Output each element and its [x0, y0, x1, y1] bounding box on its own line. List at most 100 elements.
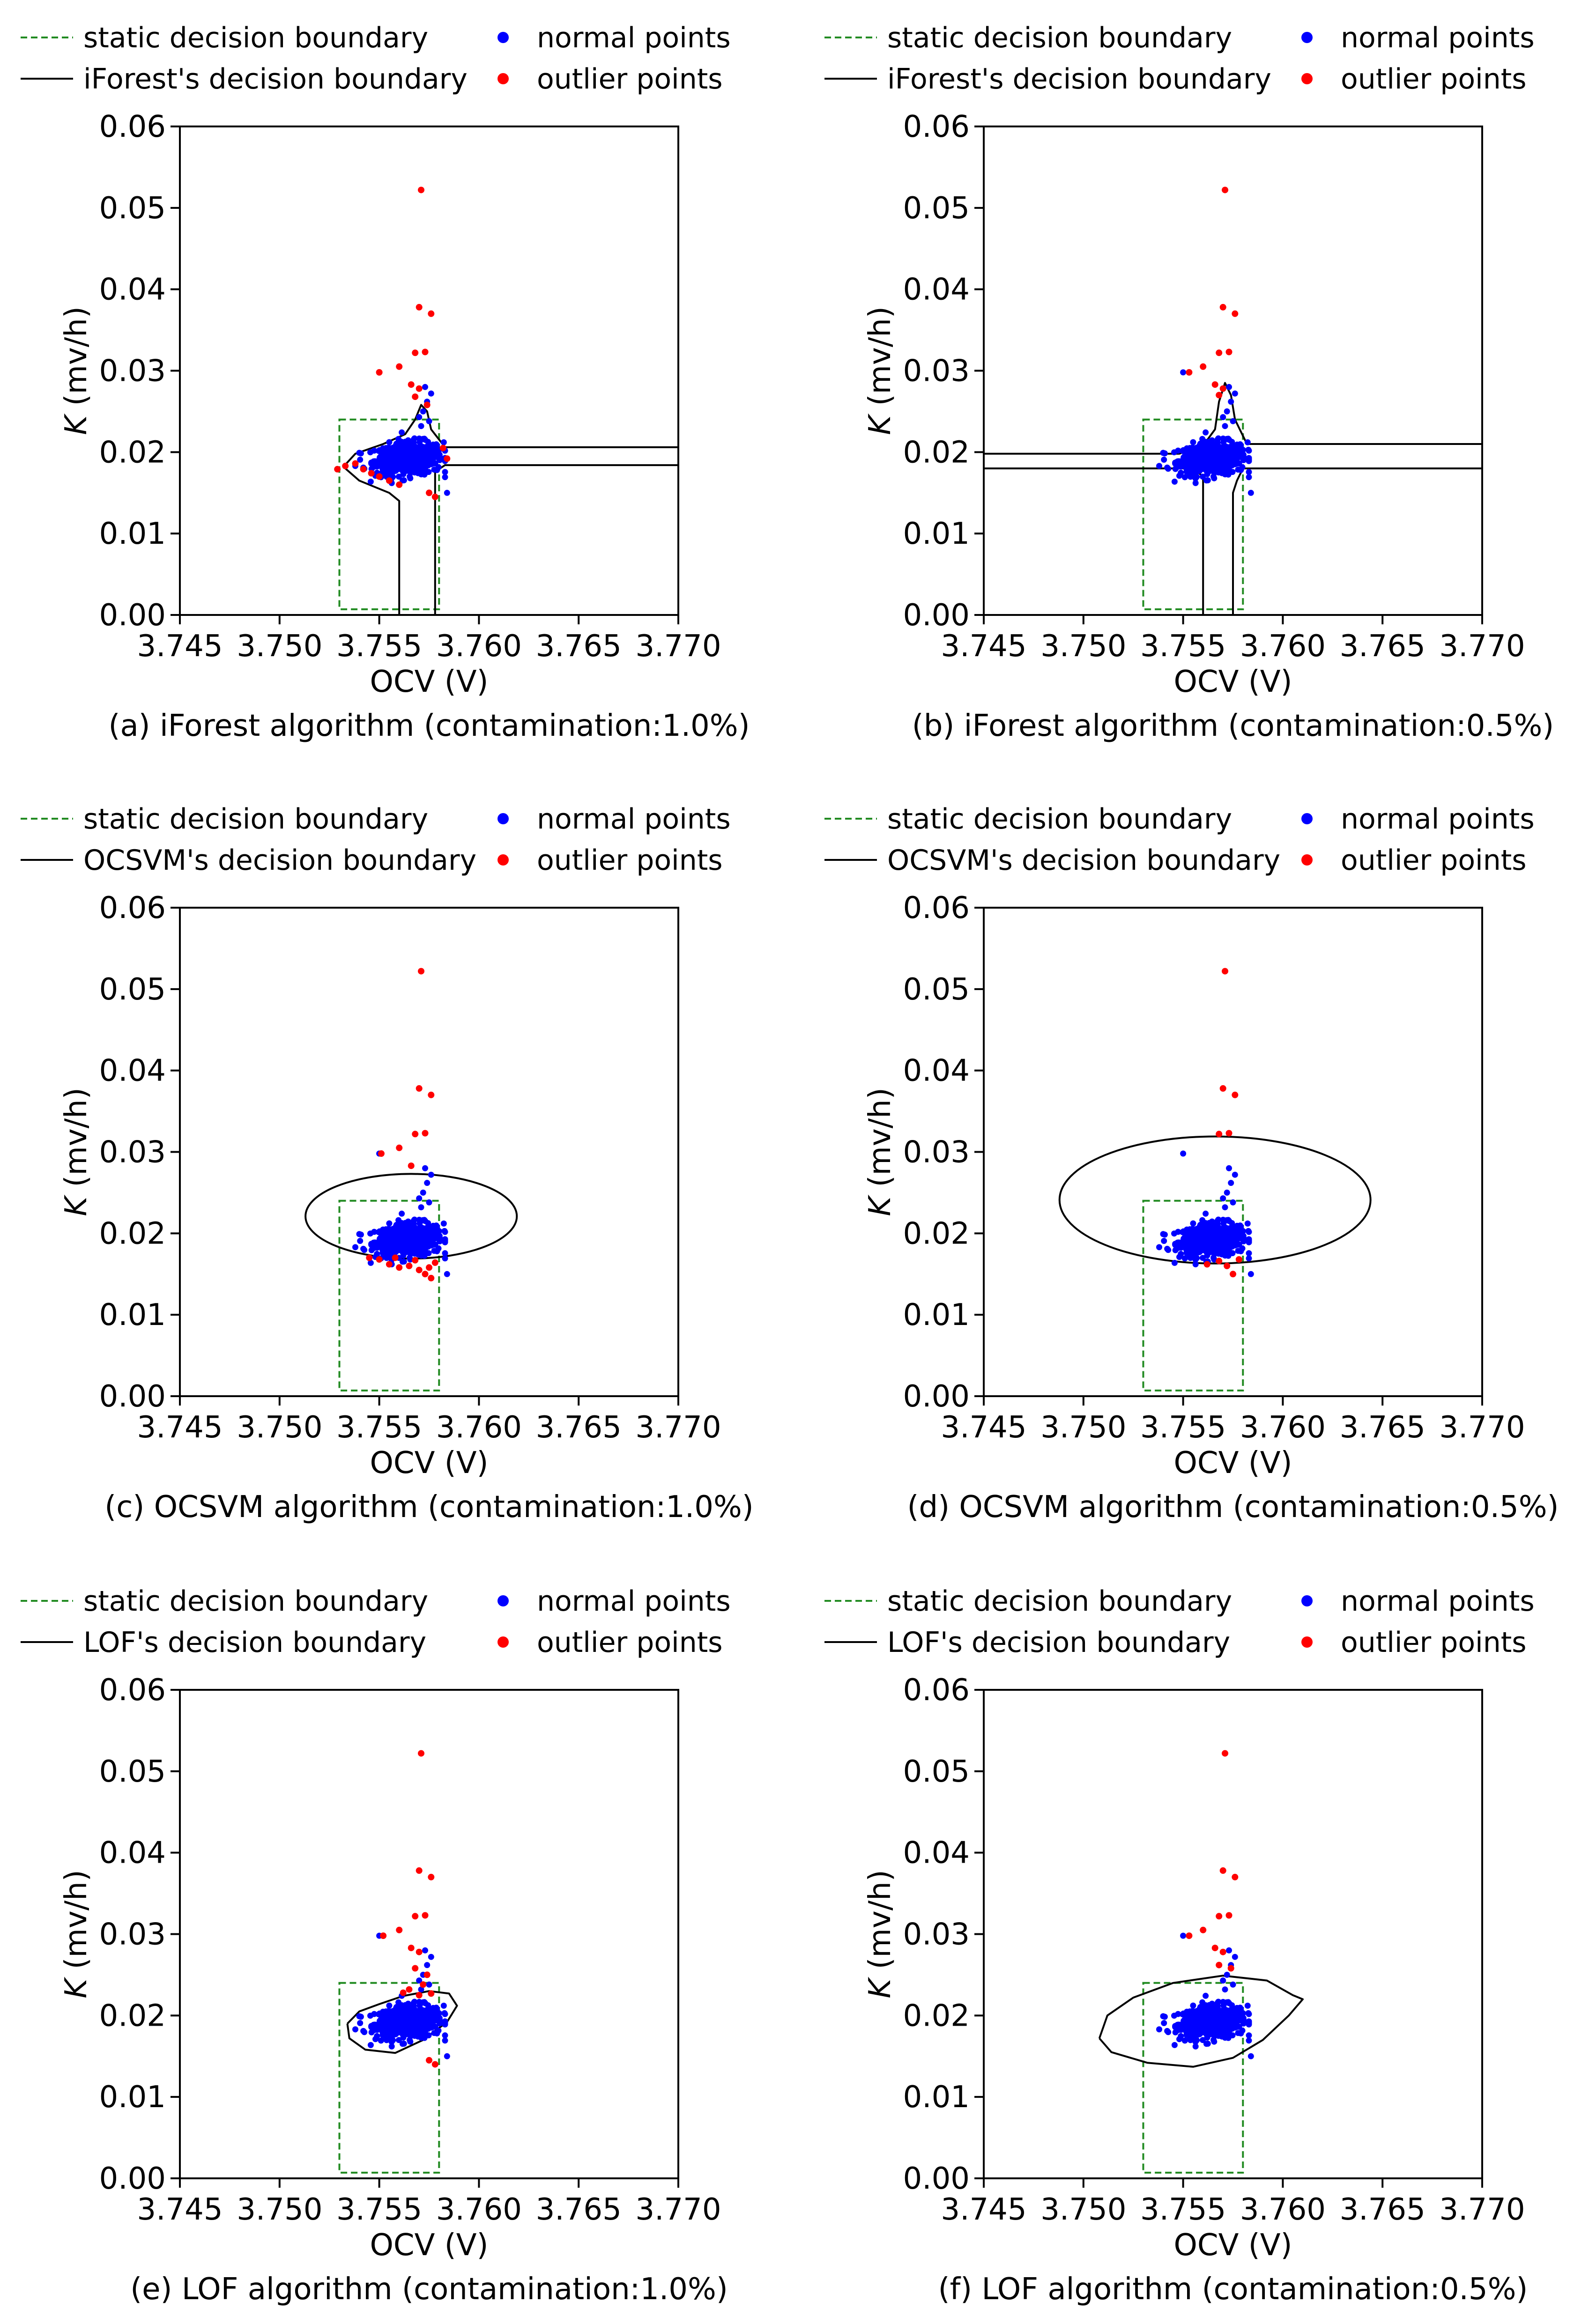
model-decision-boundary — [1058, 1135, 1372, 1265]
normal-point — [1226, 2033, 1233, 2039]
outlier-point — [418, 968, 424, 975]
panel-caption: (d) OCSVM algorithm (contamination:0.5%) — [907, 1490, 1559, 1525]
normal-point — [394, 1232, 400, 1238]
normal-point — [1220, 1216, 1226, 1223]
normal-point — [1187, 1255, 1194, 1261]
normal-point — [368, 460, 375, 467]
normal-point — [1203, 477, 1210, 484]
x-tick-label: 3.750 — [237, 1410, 322, 1445]
normal-point — [1202, 1220, 1209, 1226]
normal-point — [426, 418, 432, 424]
x-tick-label: 3.765 — [1340, 1410, 1426, 1445]
normal-point — [1246, 2011, 1252, 2017]
y-tick-label: 0.05 — [903, 191, 970, 226]
outlier-point — [378, 1150, 385, 1157]
normal-point — [1211, 475, 1218, 481]
normal-point — [1171, 2042, 1178, 2048]
outlier-point — [428, 1091, 435, 1098]
normal-point — [382, 1249, 388, 1255]
y-tick-label: 0.01 — [99, 517, 166, 551]
normal-point — [423, 2012, 429, 2018]
x-tick-label: 3.770 — [635, 2192, 721, 2227]
y-tick-label: 0.00 — [903, 2161, 970, 2196]
y-tick-label: 0.02 — [903, 1998, 970, 2033]
normal-point — [395, 2007, 402, 2013]
outlier-point — [386, 477, 393, 484]
normal-point — [413, 1251, 420, 1257]
normal-point — [1232, 390, 1238, 397]
outlier-point — [1230, 1271, 1236, 1278]
normal-point — [442, 474, 448, 481]
outlier-point — [1224, 1262, 1231, 1269]
outlier-point — [428, 1990, 435, 1997]
normal-point — [1224, 1189, 1230, 1196]
y-tick-label: 0.04 — [903, 1054, 970, 1088]
x-tick-label: 3.750 — [237, 2192, 322, 2227]
x-tick-label: 3.765 — [536, 2192, 622, 2227]
y-axis-label-symbol: K — [59, 1187, 94, 1216]
normal-point — [1187, 454, 1194, 461]
panel-caption: (b) iForest algorithm (contamination:0.5… — [912, 709, 1554, 743]
normal-point — [1234, 2013, 1240, 2019]
normal-point — [423, 1229, 429, 1236]
normal-point — [399, 2041, 406, 2047]
normal-point — [374, 1244, 380, 1251]
normal-point — [442, 2011, 448, 2017]
outlier-point — [360, 466, 367, 473]
outlier-point — [422, 1130, 429, 1137]
x-tick-label: 3.765 — [536, 1410, 622, 1445]
normal-point — [1176, 2036, 1182, 2043]
normal-point — [1180, 369, 1187, 376]
x-tick-label: 3.745 — [941, 1410, 1026, 1445]
normal-point — [374, 463, 380, 470]
normal-point — [1223, 444, 1229, 450]
x-axis-label: OCV (V) — [1174, 1446, 1292, 1480]
panel-d: 3.745 3.750 3.755 3.760 3.765 3.770 0.00 0.01 0.… — [824, 803, 1559, 1525]
normal-point — [1225, 1244, 1232, 1251]
normal-point — [1172, 466, 1179, 472]
x-axis-label: OCV (V) — [1174, 2228, 1292, 2263]
normal-point — [1178, 1244, 1184, 1251]
outlier-point — [423, 1971, 431, 1978]
normal-point — [423, 469, 429, 475]
y-axis-label-unit: (mv/h) — [59, 1088, 94, 1187]
normal-point — [411, 1223, 417, 1230]
outlier-point — [376, 369, 383, 376]
normal-point — [444, 489, 450, 496]
x-tick-label: 3.750 — [237, 629, 322, 664]
outlier-point — [416, 303, 423, 311]
normal-point — [1226, 2012, 1233, 2018]
axes-frame — [983, 1689, 1483, 2179]
normal-point — [378, 2037, 384, 2044]
outlier-point — [426, 1264, 432, 1271]
normal-point — [367, 478, 374, 485]
normal-point — [1232, 1954, 1238, 1960]
x-tick-label: 3.770 — [635, 629, 721, 664]
y-tick-label: 0.00 — [903, 1379, 970, 1414]
y-axis-label-symbol: K — [59, 406, 94, 435]
normal-point — [1161, 457, 1167, 463]
normal-point — [1235, 466, 1241, 473]
panel-caption: (a) iForest algorithm (contamination:1.0… — [108, 709, 750, 743]
normal-point — [394, 2028, 401, 2035]
axes-frame — [179, 126, 679, 616]
normal-point — [1228, 399, 1234, 405]
normal-point — [1224, 1971, 1230, 1978]
normal-point — [422, 1947, 428, 1954]
model-decision-boundary-segment — [984, 467, 1204, 615]
panel-caption: (f) LOF algorithm (contamination:0.5%) — [938, 2272, 1528, 2307]
y-tick-label: 0.03 — [903, 1135, 970, 1170]
outlier-point — [408, 1162, 415, 1169]
y-tick-label: 0.00 — [99, 2161, 166, 2196]
normal-point — [423, 1251, 429, 1257]
normal-point — [1199, 2007, 1206, 2013]
normal-point — [1164, 1245, 1171, 1252]
plot-area — [984, 186, 1482, 615]
normal-point — [1233, 1224, 1239, 1231]
outlier-point — [334, 466, 341, 473]
panel-c: 3.745 3.750 3.755 3.760 3.765 3.770 0.00 0.01 0.… — [21, 803, 754, 1525]
normal-point — [428, 1171, 434, 1178]
legend-outlier-label: outlier points — [537, 844, 723, 877]
normal-point — [1240, 451, 1247, 458]
x-tick-label: 3.745 — [137, 1410, 223, 1445]
